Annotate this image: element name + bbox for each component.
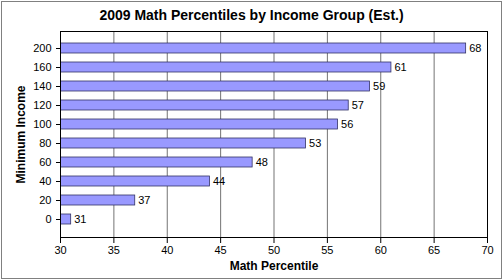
svg-text:35: 35	[108, 244, 120, 256]
svg-text:30: 30	[54, 244, 66, 256]
svg-text:45: 45	[215, 244, 227, 256]
svg-text:120: 120	[33, 99, 51, 111]
svg-text:Math Percentile: Math Percentile	[230, 259, 319, 273]
svg-text:56: 56	[341, 118, 353, 130]
svg-text:20: 20	[39, 194, 51, 206]
svg-text:50: 50	[268, 244, 280, 256]
svg-text:37: 37	[138, 194, 150, 206]
svg-text:48: 48	[256, 156, 268, 168]
svg-text:0: 0	[45, 213, 51, 225]
svg-text:140: 140	[33, 80, 51, 92]
svg-text:Minimum Income: Minimum Income	[14, 85, 28, 183]
svg-text:53: 53	[309, 137, 321, 149]
svg-text:65: 65	[428, 244, 440, 256]
svg-text:60: 60	[39, 156, 51, 168]
svg-text:200: 200	[33, 42, 51, 54]
svg-text:31: 31	[74, 213, 86, 225]
svg-text:55: 55	[321, 244, 333, 256]
svg-text:61: 61	[394, 61, 406, 73]
svg-text:59: 59	[373, 80, 385, 92]
svg-text:80: 80	[39, 137, 51, 149]
svg-text:44: 44	[213, 175, 225, 187]
svg-text:40: 40	[39, 175, 51, 187]
svg-text:68: 68	[469, 42, 481, 54]
html-text:2009 Math Percentiles by Incom: 2009 Math Percentiles by Income Group (E…	[99, 7, 404, 23]
svg-text:100: 100	[33, 118, 51, 130]
svg-text:160: 160	[33, 61, 51, 73]
svg-text:60: 60	[375, 244, 387, 256]
svg-text:57: 57	[352, 99, 364, 111]
svg-text:70: 70	[481, 244, 493, 256]
svg-text:40: 40	[161, 244, 173, 256]
